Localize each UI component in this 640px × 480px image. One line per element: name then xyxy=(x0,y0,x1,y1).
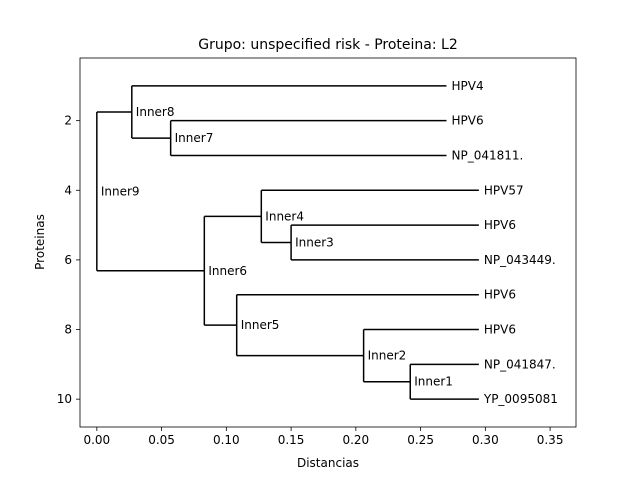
leaf-label: HPV6 xyxy=(484,288,516,302)
y-tick-label: 6 xyxy=(64,253,72,267)
inner-node-label: Inner8 xyxy=(136,105,175,119)
leaf-label: HPV6 xyxy=(484,323,516,337)
y-axis-label: Proteinas xyxy=(33,214,47,270)
y-tick-label: 10 xyxy=(57,392,72,406)
leaf-label: NP_043449. xyxy=(484,253,556,267)
chart-title: Grupo: unspecified risk - Proteina: L2 xyxy=(198,37,458,53)
x-tick-label: 0.10 xyxy=(213,433,240,447)
x-tick-label: 0.25 xyxy=(407,433,434,447)
inner-node-label: Inner9 xyxy=(101,184,140,198)
x-tick-label: 0.30 xyxy=(472,433,499,447)
leaf-label: HPV4 xyxy=(451,79,483,93)
inner-node-label: Inner7 xyxy=(175,131,214,145)
leaf-label: NP_041811. xyxy=(451,148,523,162)
y-tick-label: 4 xyxy=(64,183,72,197)
leaf-label: YP_0095081 xyxy=(483,392,558,406)
leaf-label: HPV6 xyxy=(451,114,483,128)
x-tick-label: 0.05 xyxy=(148,433,175,447)
leaf-label: NP_041847. xyxy=(484,357,556,371)
node-labels: Inner1 Inner2 Inner3 Inner4 Inner5 Inner6 Inne… xyxy=(101,79,558,406)
x-tick-label: 0.15 xyxy=(278,433,305,447)
leaf-label: HPV6 xyxy=(484,218,516,232)
tree-branches xyxy=(96,85,479,400)
inner-node-label: Inner1 xyxy=(414,375,453,389)
axis-ticks: 0.00 0.05 0.10 0.15 0.20 0.25 0.30 0.35 2 4 6 8 10 xyxy=(57,114,564,447)
x-axis-label: Distancias xyxy=(297,456,359,470)
leaf-label: HPV57 xyxy=(484,183,524,197)
plot-frame xyxy=(79,57,577,428)
inner-node-label: Inner5 xyxy=(241,318,280,332)
inner-node-label: Inner2 xyxy=(368,349,407,363)
inner-node-label: Inner4 xyxy=(265,209,304,223)
inner-node-label: Inner3 xyxy=(295,236,334,250)
x-tick-label: 0.35 xyxy=(537,433,564,447)
inner-node-label: Inner6 xyxy=(208,264,247,278)
x-tick-label: 0.00 xyxy=(83,433,110,447)
x-tick-label: 0.20 xyxy=(342,433,369,447)
y-tick-label: 8 xyxy=(64,323,72,337)
y-tick-label: 2 xyxy=(64,114,72,128)
